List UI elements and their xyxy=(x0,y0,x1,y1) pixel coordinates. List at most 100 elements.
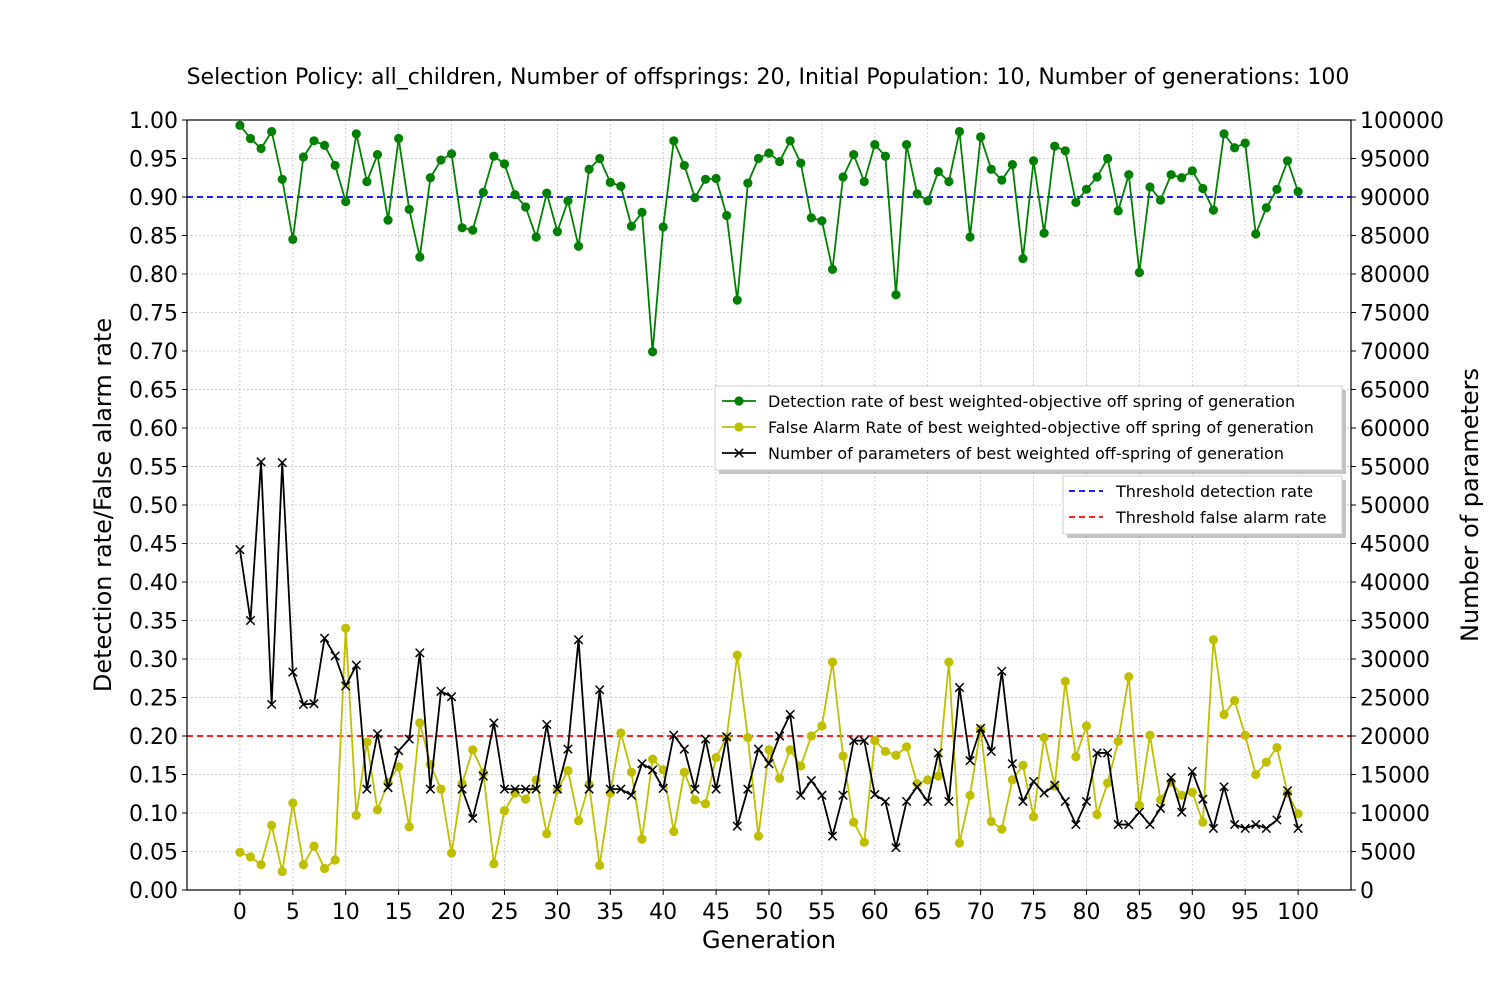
data-point xyxy=(997,666,1007,677)
y-right-tick-label: 35000 xyxy=(1360,610,1430,635)
y-left-tick-label: 0.15 xyxy=(129,764,178,789)
data-point xyxy=(1018,760,1028,770)
data-point xyxy=(542,188,552,198)
data-point xyxy=(753,744,764,754)
data-point xyxy=(552,227,562,237)
x-tick-label: 30 xyxy=(543,900,571,925)
y-left-tick-label: 0.60 xyxy=(129,417,178,442)
data-point xyxy=(817,790,827,801)
data-point xyxy=(722,210,732,221)
y-right-tick-label: 20000 xyxy=(1360,725,1430,750)
data-point xyxy=(1282,785,1293,796)
data-point xyxy=(256,859,266,870)
y-right-tick-label: 60000 xyxy=(1360,417,1430,442)
data-point xyxy=(288,234,298,244)
y-right-tick-label: 85000 xyxy=(1360,225,1430,250)
data-point xyxy=(1261,757,1271,767)
data-point xyxy=(1272,815,1282,825)
data-point xyxy=(1251,229,1261,239)
data-point xyxy=(1166,170,1176,180)
data-point xyxy=(1198,817,1208,827)
data-point xyxy=(436,155,446,165)
x-tick-label: 5 xyxy=(286,900,300,925)
data-point xyxy=(626,790,637,801)
y-axis-left-ticks: 0.00 0.05 0.10 0.15 0.20 0.25 0.30 0.35 0.40 0.45… xyxy=(129,109,187,904)
y-left-tick-label: 0.80 xyxy=(129,263,178,288)
data-point xyxy=(394,762,404,772)
data-point xyxy=(1187,166,1197,176)
data-point xyxy=(796,158,806,168)
data-point xyxy=(1272,742,1282,753)
data-point xyxy=(1177,790,1187,800)
data-point xyxy=(743,732,753,743)
y-left-tick-label: 0.40 xyxy=(129,571,178,596)
data-point xyxy=(235,120,245,130)
data-point xyxy=(743,178,753,188)
data-point xyxy=(849,817,859,827)
legend-entry: Threshold false alarm rate xyxy=(1069,508,1327,527)
data-point xyxy=(446,149,457,159)
data-point xyxy=(478,187,488,197)
y-left-tick-label: 0.25 xyxy=(129,687,178,712)
data-point xyxy=(1293,823,1303,834)
data-point xyxy=(404,822,414,832)
series-1 xyxy=(235,623,1303,877)
series-2 xyxy=(235,457,1303,853)
data-point xyxy=(457,784,467,794)
data-point xyxy=(1134,800,1144,810)
data-point xyxy=(700,174,711,184)
data-point xyxy=(531,784,541,794)
x-tick-label: 40 xyxy=(649,900,677,925)
data-point xyxy=(880,796,891,807)
data-point xyxy=(785,745,795,755)
x-tick-label: 80 xyxy=(1072,900,1100,925)
data-point xyxy=(954,126,965,137)
data-point xyxy=(1155,803,1166,814)
data-point xyxy=(235,544,245,555)
data-point xyxy=(404,734,414,744)
data-point xyxy=(1166,772,1176,783)
data-point xyxy=(288,798,298,808)
data-point xyxy=(595,153,605,164)
data-point xyxy=(404,204,414,214)
data-point xyxy=(436,686,446,697)
data-point xyxy=(531,232,541,242)
data-point xyxy=(859,735,869,746)
legend-label: Detection rate of best weighted-objectiv… xyxy=(768,392,1295,411)
data-point xyxy=(573,635,584,645)
y-left-tick-label: 0.90 xyxy=(129,186,178,211)
data-point xyxy=(1176,807,1187,817)
x-tick-label: 65 xyxy=(914,900,942,925)
data-point xyxy=(1134,267,1144,278)
data-point xyxy=(923,775,933,785)
data-point xyxy=(1071,197,1081,207)
data-point xyxy=(594,685,605,695)
data-point xyxy=(1124,170,1134,180)
x-tick-label: 10 xyxy=(332,900,360,925)
legend-entry: Detection rate of best weighted-objectiv… xyxy=(722,392,1295,411)
data-point xyxy=(1039,228,1049,238)
data-point xyxy=(383,782,393,793)
data-point xyxy=(372,150,383,160)
x-tick-label: 70 xyxy=(967,900,995,925)
data-point xyxy=(1028,776,1039,787)
data-point xyxy=(827,657,838,667)
data-point xyxy=(1219,129,1229,139)
data-point xyxy=(711,784,721,794)
data-point xyxy=(298,152,308,162)
y-left-tick-label: 0.75 xyxy=(129,302,178,327)
data-point xyxy=(1219,709,1229,720)
data-point xyxy=(711,752,721,763)
data-point xyxy=(658,783,668,794)
data-point xyxy=(1039,788,1049,798)
data-point xyxy=(1060,676,1070,686)
data-point xyxy=(690,193,700,203)
data-point xyxy=(1092,809,1102,820)
y-right-tick-label: 5000 xyxy=(1360,841,1416,866)
data-point xyxy=(1081,796,1092,807)
data-point xyxy=(965,232,975,242)
data-point xyxy=(531,775,541,785)
y-right-tick-label: 75000 xyxy=(1360,302,1430,327)
data-point xyxy=(298,699,309,710)
